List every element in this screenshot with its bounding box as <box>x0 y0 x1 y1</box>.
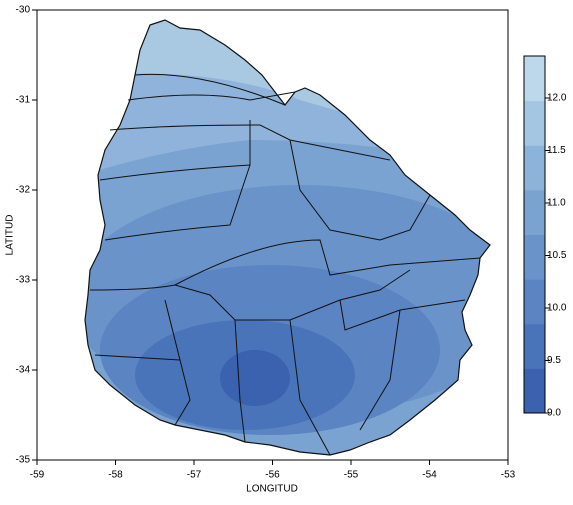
x-tick-label: -56 <box>265 470 280 481</box>
colorbar: 9.0 9.5 10.0 10.5 11.0 11.5 12.0 <box>523 55 567 419</box>
colorbar-tick-label: 12.0 <box>547 93 567 104</box>
colorbar-band <box>524 234 545 280</box>
y-tick-label: -31 <box>16 95 31 106</box>
colorbar-band <box>524 323 545 369</box>
contour-fill <box>85 20 490 455</box>
x-tick-label: -58 <box>108 470 123 481</box>
x-tick-label: -55 <box>344 470 359 481</box>
colorbar-band <box>524 145 545 191</box>
colorbar-band <box>524 279 545 325</box>
colorbar-tick-label: 11.0 <box>547 198 566 209</box>
x-axis-label: LONGITUD <box>246 484 298 495</box>
colorbar-band <box>524 100 545 146</box>
colorbar-band <box>524 189 545 235</box>
y-tick-label: -33 <box>16 275 31 286</box>
x-tick-label: -57 <box>187 470 202 481</box>
colorbar-band <box>524 368 545 414</box>
colorbar-tick-label: 11.5 <box>547 145 566 156</box>
x-tick-label: -59 <box>30 470 45 481</box>
department-borders <box>89 73 481 456</box>
colorbar-tick-label: 9.0 <box>547 408 561 419</box>
y-tick-label: -32 <box>16 185 31 196</box>
y-tick-label: -35 <box>16 455 31 466</box>
colorbar-tick-label: 10.5 <box>547 250 567 261</box>
x-tick-label: -53 <box>501 470 516 481</box>
colorbar-band <box>524 56 545 102</box>
y-tick-label: -34 <box>16 365 31 376</box>
y-axis-label: LATITUD <box>5 215 16 256</box>
colorbar-frame <box>523 55 546 414</box>
colorbar-tick-label: 10.0 <box>547 303 567 314</box>
colorbar-tick-label: 9.5 <box>547 355 561 366</box>
y-tick-label: -30 <box>16 5 31 16</box>
x-tick-label: -54 <box>422 470 437 481</box>
